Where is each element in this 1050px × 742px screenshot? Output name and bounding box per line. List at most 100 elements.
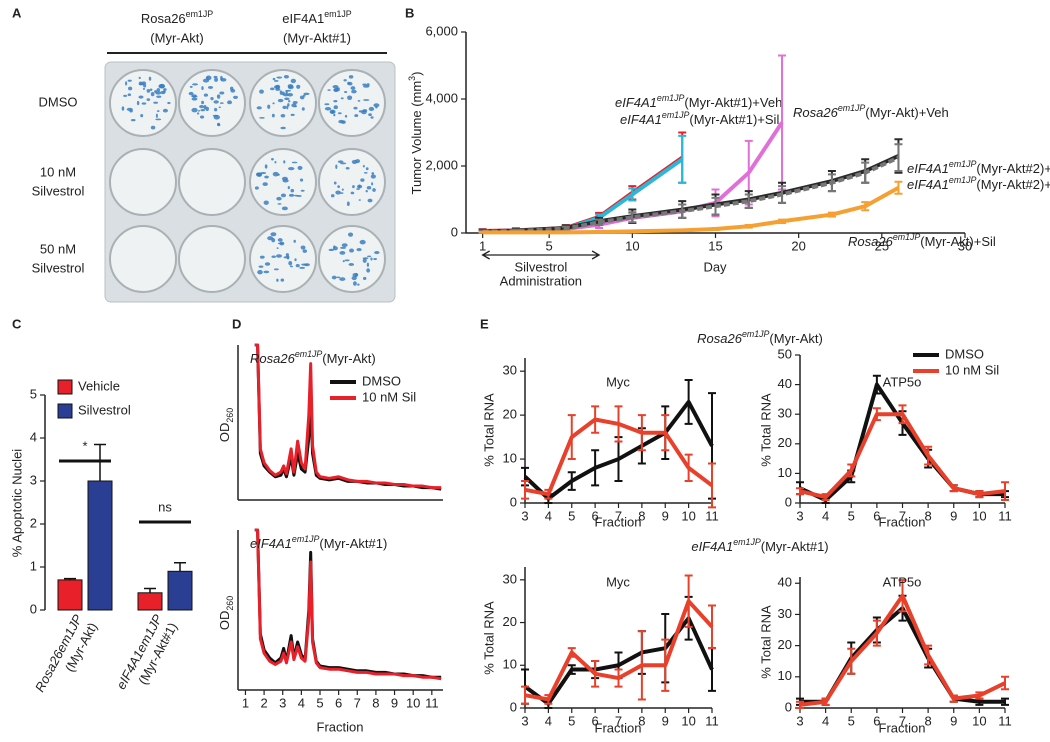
colony xyxy=(286,255,290,260)
error-bar xyxy=(661,414,670,452)
x-tick-label: Rosa26em1JP(Myr-Akt) xyxy=(32,612,100,703)
error-bar xyxy=(614,668,623,688)
colony xyxy=(292,101,298,104)
legend-label: Silvestrol xyxy=(78,402,131,417)
colony xyxy=(358,184,361,188)
colony xyxy=(293,194,299,197)
colony xyxy=(277,238,283,242)
colony xyxy=(301,107,305,111)
colony xyxy=(273,268,279,271)
error-bar xyxy=(567,471,576,491)
x-tick-label: 8 xyxy=(925,508,932,523)
colony xyxy=(371,172,375,175)
well xyxy=(109,225,177,293)
error-bar xyxy=(591,449,600,487)
colony xyxy=(219,91,225,95)
colony xyxy=(233,95,238,100)
series xyxy=(521,405,716,509)
error-bar xyxy=(708,647,716,692)
colony xyxy=(156,95,162,98)
error-bar xyxy=(708,604,716,650)
colony xyxy=(277,173,280,176)
colony xyxy=(127,93,132,97)
error-bar xyxy=(861,201,870,212)
error-bar xyxy=(711,226,720,231)
colony xyxy=(218,106,221,109)
colony xyxy=(267,236,274,241)
significance-label: ns xyxy=(158,499,172,514)
series-label: Rosa26em1JP(Myr-Akt)+Veh xyxy=(793,103,949,120)
colony xyxy=(347,232,354,237)
colony xyxy=(288,193,295,197)
colony xyxy=(335,190,341,195)
colony xyxy=(335,164,338,169)
y-tick-label: 30 xyxy=(503,571,517,586)
x-tick-label: 1 xyxy=(479,238,486,253)
colony xyxy=(324,103,330,106)
colony xyxy=(344,259,350,262)
colony xyxy=(200,109,206,112)
series-label-part: eIF4A1 xyxy=(615,95,657,110)
colony xyxy=(365,167,369,171)
colony xyxy=(327,89,331,91)
colony xyxy=(282,93,289,97)
colony xyxy=(333,105,338,110)
error-bar xyxy=(872,374,881,395)
colony xyxy=(227,100,233,105)
colony xyxy=(280,278,285,282)
y-tick-label: 30 xyxy=(778,606,792,621)
colony xyxy=(196,112,200,115)
error-bar xyxy=(591,660,600,688)
x-tick-label: 30 xyxy=(958,238,972,253)
series xyxy=(254,528,442,681)
series-label-part: eIF4A1 xyxy=(620,112,662,127)
colony xyxy=(331,275,337,280)
error-bar xyxy=(898,579,907,613)
y-tick-label: 20 xyxy=(778,637,792,652)
x-tick-label: 3 xyxy=(796,713,803,728)
x-tick-label: 20 xyxy=(791,238,805,253)
colony xyxy=(220,75,223,81)
well xyxy=(249,225,317,293)
series-label-part: em1JP xyxy=(949,159,977,169)
y-tick-label: 4 xyxy=(30,429,37,444)
x-tick-label: 8 xyxy=(638,508,645,523)
colony xyxy=(150,92,155,97)
panel-label: D xyxy=(232,316,241,331)
colony xyxy=(363,171,368,174)
error-bar xyxy=(591,405,600,434)
error-bar xyxy=(872,619,881,647)
series-line xyxy=(254,343,442,490)
error-bar xyxy=(796,700,804,709)
colony xyxy=(263,270,270,274)
x-tick-label: 6 xyxy=(873,508,880,523)
series-label: eIF4A1em1JP(Myr-Akt#2)+Veh xyxy=(907,159,1050,176)
colony xyxy=(162,108,168,113)
group-title-part: Rosa26 xyxy=(697,331,743,346)
error-bar xyxy=(661,638,670,692)
colony xyxy=(210,97,214,101)
colony xyxy=(300,189,305,192)
x-tick-label: 5 xyxy=(316,695,323,710)
colony xyxy=(367,198,373,203)
colony xyxy=(356,188,360,190)
x-tick-label: 9 xyxy=(950,508,957,523)
colony xyxy=(295,264,300,268)
x-tick-label: 3 xyxy=(521,508,528,523)
y-axis-label: % Total RNA xyxy=(758,393,773,467)
colony xyxy=(350,86,356,91)
colony xyxy=(353,106,358,110)
colony xyxy=(205,106,209,112)
colony xyxy=(365,189,368,193)
x-tick-label: 7 xyxy=(615,713,622,728)
y-axis-label-part: Tumor Volume (mm xyxy=(409,81,424,195)
colony xyxy=(213,75,218,79)
y-tick-label: 10 xyxy=(503,450,517,465)
series-label-part: eIF4A1 xyxy=(907,161,949,176)
x-tick-label: 11 xyxy=(998,713,1012,728)
plate-column-subtitle: (Myr-Akt#1) xyxy=(283,30,351,45)
x-tick-label: 9 xyxy=(950,713,957,728)
colony xyxy=(330,194,335,198)
colony xyxy=(276,254,282,258)
